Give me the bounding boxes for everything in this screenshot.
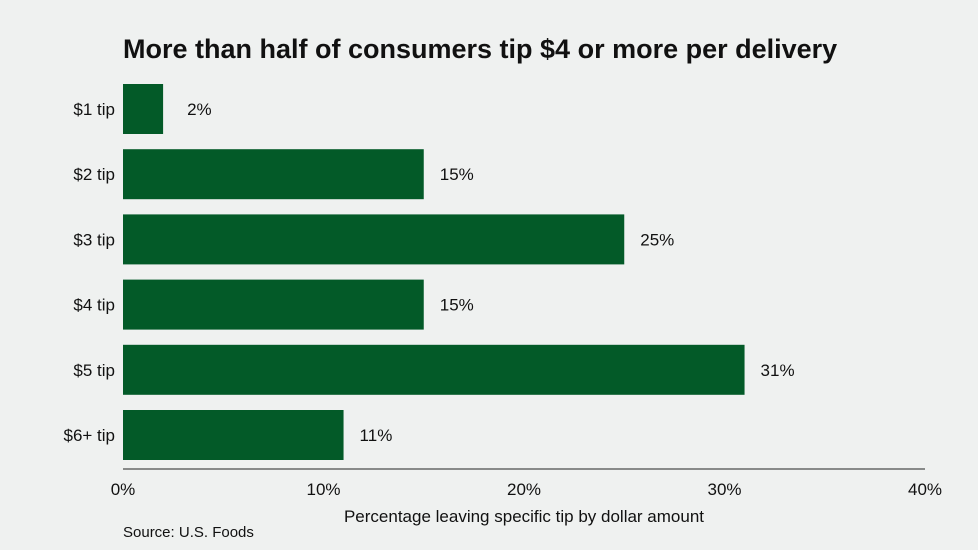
bars-group <box>123 84 745 460</box>
value-labels: 2% 15% 25% 15% 31% 11% <box>187 100 794 445</box>
bar-3 <box>123 279 424 330</box>
x-tick-label: 40% <box>908 480 942 499</box>
bar-2 <box>123 214 625 265</box>
category-labels: $1 tip $2 tip $3 tip $4 tip $5 tip $6+ tip <box>63 100 115 445</box>
x-tick-label: 30% <box>707 480 741 499</box>
category-label: $6+ tip <box>63 426 115 445</box>
x-tick-label: 0% <box>111 480 136 499</box>
value-label: 15% <box>440 296 474 315</box>
category-label: $3 tip <box>73 230 115 249</box>
category-label: $4 tip <box>73 296 115 315</box>
bar-4 <box>123 344 745 395</box>
category-label: $5 tip <box>73 361 115 380</box>
bar-0 <box>123 84 164 134</box>
category-label: $2 tip <box>73 165 115 184</box>
bar-1 <box>123 149 424 200</box>
x-tick-label: 20% <box>507 480 541 499</box>
category-label: $1 tip <box>73 100 115 119</box>
value-label: 15% <box>440 165 474 184</box>
x-tick-label: 10% <box>306 480 340 499</box>
value-label: 2% <box>187 100 212 119</box>
x-tick-labels: 0% 10% 20% 30% 40% <box>111 480 942 499</box>
source-note: Source: U.S. Foods <box>123 524 254 541</box>
value-label: 31% <box>761 361 795 380</box>
value-label: 25% <box>640 230 674 249</box>
chart-title: More than half of consumers tip $4 or mo… <box>123 34 837 64</box>
bar-5 <box>123 410 344 460</box>
x-axis-label: Percentage leaving specific tip by dolla… <box>344 507 704 526</box>
value-label: 11% <box>360 426 393 445</box>
